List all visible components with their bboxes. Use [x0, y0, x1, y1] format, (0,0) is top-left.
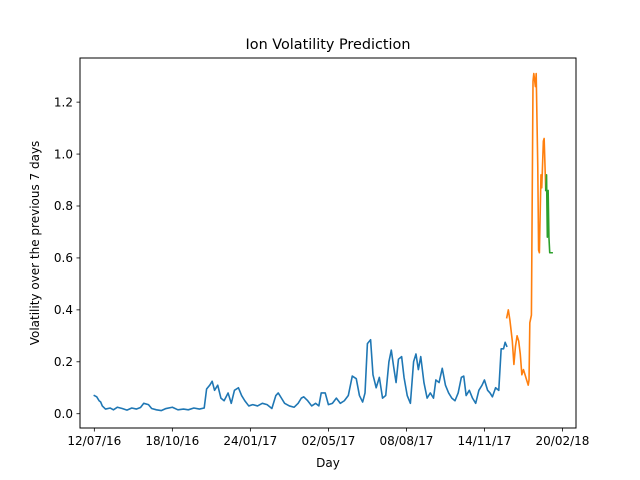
- series-layer: [93, 72, 553, 412]
- y-tick-label: 0.8: [54, 199, 73, 213]
- x-tick-label: 12/07/16: [67, 434, 121, 448]
- y-tick-label: 0.6: [54, 251, 73, 265]
- x-axis-ticks: 12/07/16 18/10/16 24/01/17 02/05/17 08/08/17…: [67, 428, 589, 448]
- series-line-3: [544, 174, 553, 254]
- x-tick-label: 08/08/17: [379, 434, 433, 448]
- chart-title: Ion Volatility Prediction: [246, 37, 411, 53]
- y-tick-label: 0.4: [54, 303, 73, 317]
- y-tick-label: 1.0: [54, 147, 73, 161]
- x-tick-label: 14/11/17: [457, 434, 511, 448]
- series-line-1: [93, 338, 508, 412]
- x-tick-label: 18/10/16: [145, 434, 199, 448]
- x-tick-label: 24/01/17: [223, 434, 277, 448]
- y-tick-label: 0.2: [54, 355, 73, 369]
- y-axis-label: Volatility over the previous 7 days: [28, 141, 42, 346]
- y-tick-label: 1.2: [54, 95, 73, 109]
- x-tick-label: 02/05/17: [301, 434, 355, 448]
- y-tick-label: 0.0: [54, 407, 73, 421]
- series-line-2: [505, 72, 547, 386]
- x-axis-label: Day: [316, 456, 340, 470]
- x-tick-label: 20/02/18: [536, 434, 590, 448]
- y-axis-ticks: 0.0 0.2 0.4 0.6 0.8 1.0 1.2: [54, 95, 80, 421]
